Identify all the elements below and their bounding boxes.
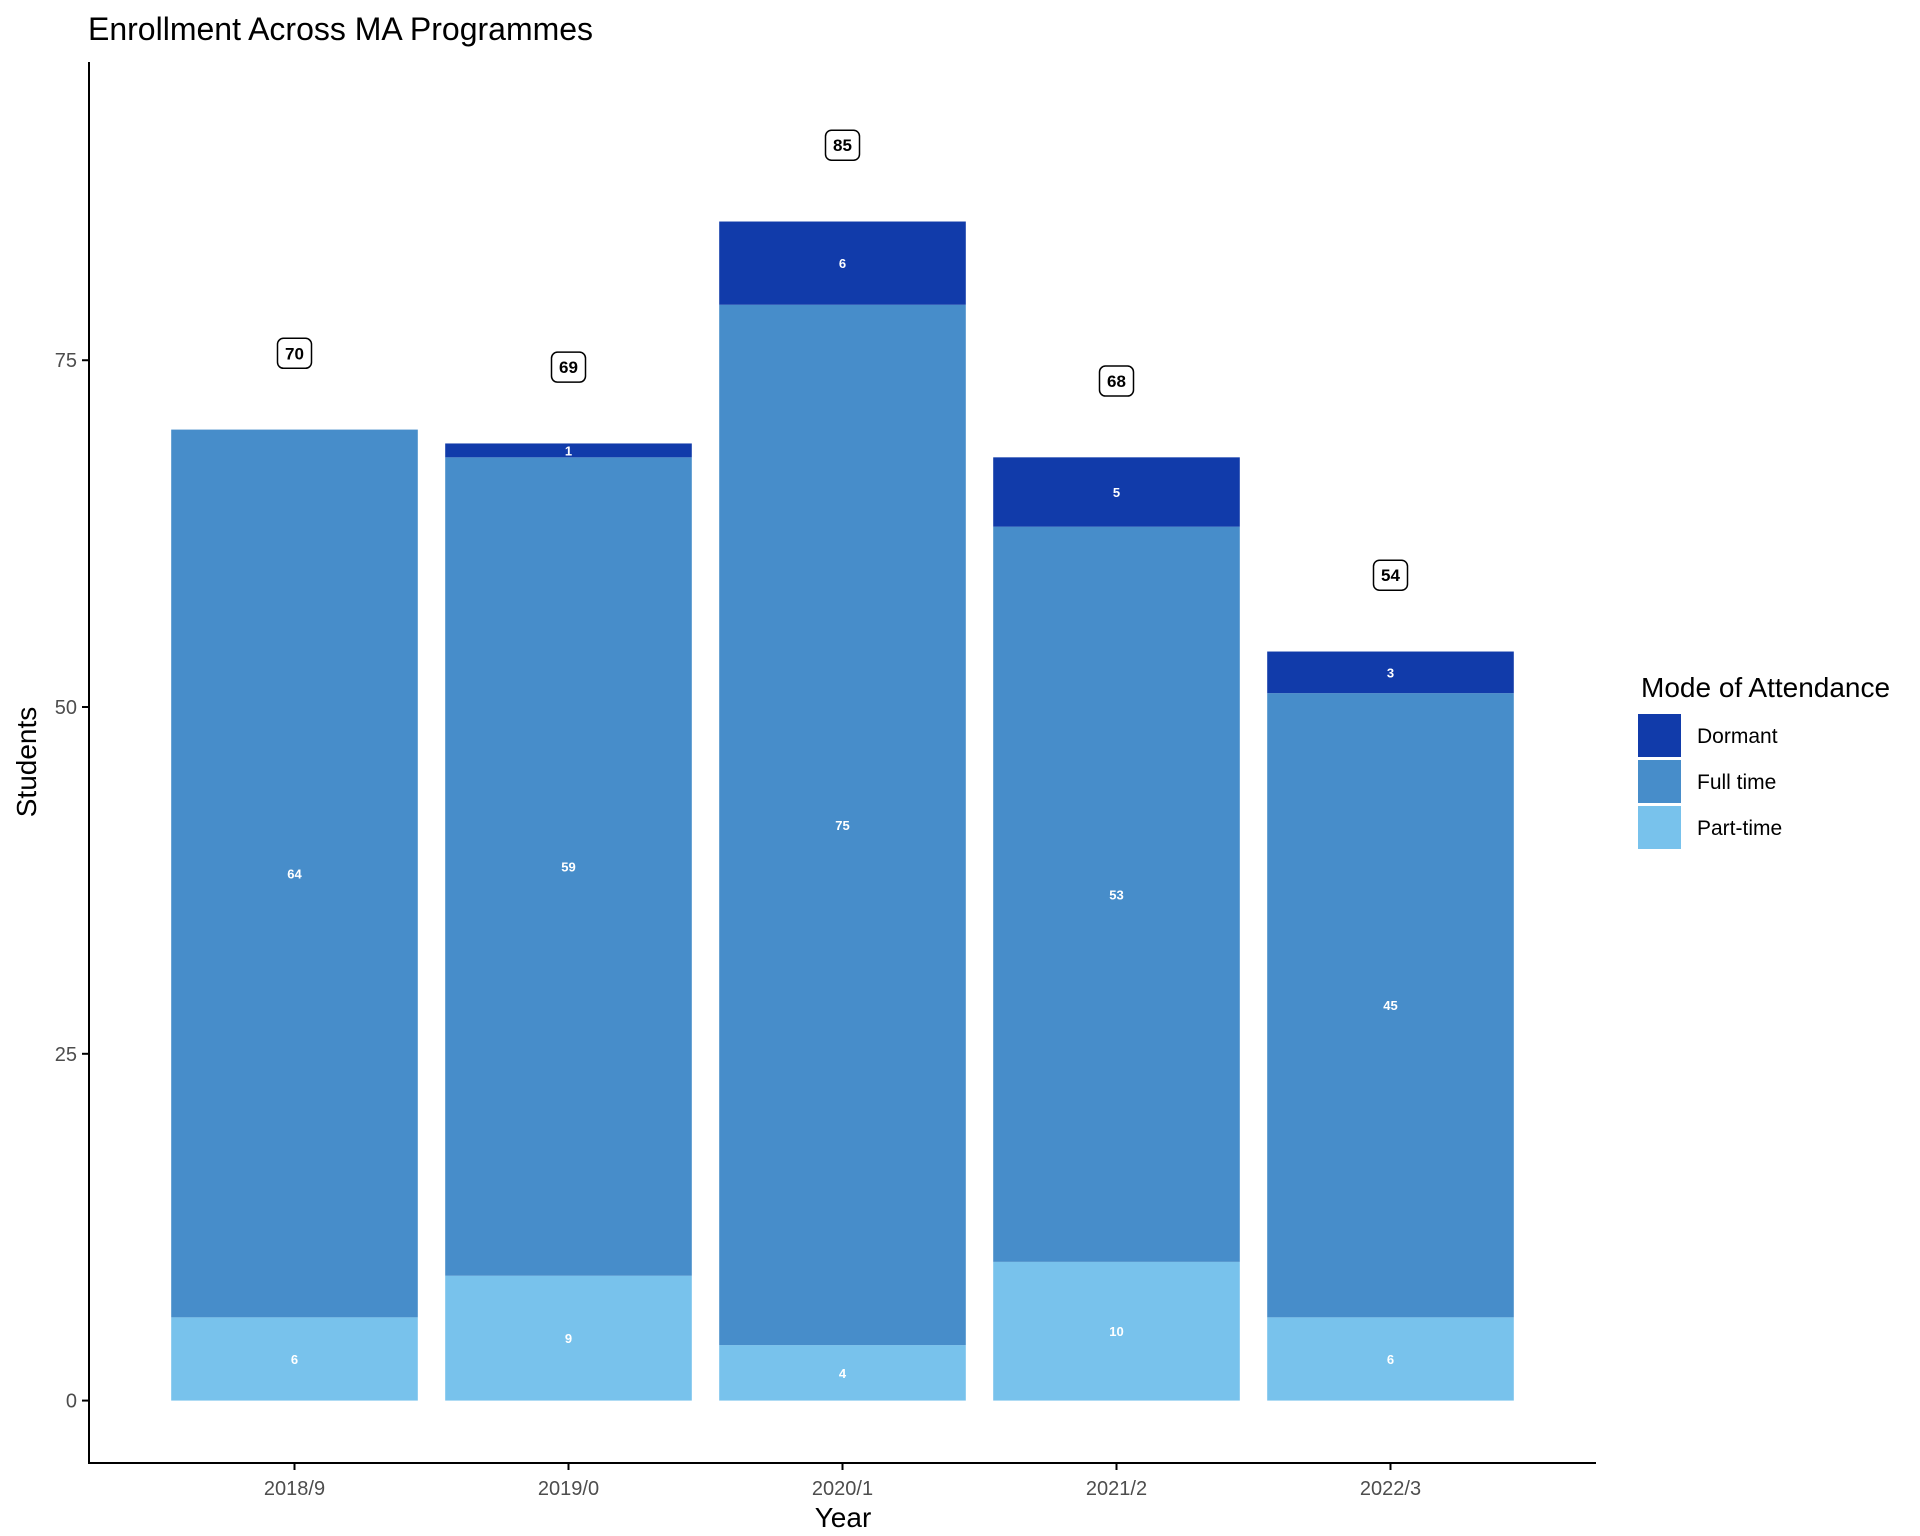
total-label: 85	[833, 136, 852, 155]
bar-segment	[993, 457, 1240, 527]
total-label-box	[1098, 365, 1135, 397]
bar-segment	[1267, 693, 1514, 1318]
segment-value-label: 6	[291, 1352, 298, 1367]
bar-segment	[445, 457, 692, 1276]
y-axis-title: Students	[11, 707, 42, 818]
segment-value-label: 6	[1387, 1352, 1394, 1367]
segment-value-label: 4	[839, 1366, 847, 1381]
chart-title: Enrollment Across MA Programmes	[88, 11, 593, 47]
bar-segment	[171, 1317, 418, 1401]
segment-value-label: 1	[565, 443, 572, 458]
x-tick-label: 2019/0	[538, 1478, 599, 1500]
legend-label: Full time	[1697, 771, 1776, 794]
bar-segment	[1267, 651, 1514, 694]
bar-segment	[445, 443, 692, 458]
legend-swatch	[1638, 760, 1681, 803]
segment-value-label: 53	[1109, 887, 1123, 902]
legend-swatch	[1638, 806, 1681, 849]
x-axis-ticks: 2018/9 2019/0 2020/1 2021/2 2022/3	[264, 1463, 1421, 1500]
legend-swatch	[1638, 714, 1681, 757]
segment-value-label: 9	[565, 1331, 572, 1346]
segment-value-label: 45	[1383, 998, 1397, 1013]
bar-segment	[719, 304, 966, 1346]
bar-segment	[171, 429, 418, 1318]
legend: Mode of Attendance Dormant Full time Part-…	[1638, 672, 1890, 849]
segment-value-label: 75	[835, 818, 849, 833]
total-label: 54	[1381, 566, 1400, 585]
x-tick-label: 2021/2	[1086, 1478, 1147, 1500]
bar-segment	[719, 1345, 966, 1401]
total-label: 68	[1107, 372, 1126, 391]
segment-value-label: 10	[1109, 1324, 1123, 1339]
bar-segment	[445, 1275, 692, 1401]
plot-area: 6 64 70 9 59 1 69 4 75 6 85 10 53 5 68 6 45 3 54	[171, 129, 1514, 1401]
segment-value-label: 59	[561, 860, 575, 875]
bar-segment	[993, 1261, 1240, 1401]
y-tick-label: 25	[55, 1044, 77, 1066]
total-label: 69	[559, 358, 578, 377]
bar-segment	[719, 221, 966, 305]
segment-value-label: 6	[839, 256, 846, 271]
total-label-box	[1372, 559, 1409, 591]
y-tick-label: 75	[55, 350, 77, 372]
bar-segment	[1267, 1317, 1514, 1401]
legend-label: Dormant	[1697, 725, 1778, 748]
total-label: 70	[285, 344, 304, 363]
legend-title: Mode of Attendance	[1641, 672, 1890, 703]
bar-segment	[993, 526, 1240, 1262]
segment-value-label: 64	[287, 866, 302, 881]
total-label-box	[550, 351, 587, 383]
x-tick-label: 2018/9	[264, 1478, 325, 1500]
total-label-box	[824, 129, 861, 161]
segment-value-label: 5	[1113, 485, 1120, 500]
total-label-box	[276, 337, 313, 370]
x-tick-label: 2020/1	[812, 1478, 873, 1500]
segment-value-label: 3	[1387, 665, 1394, 680]
y-tick-label: 0	[66, 1391, 77, 1413]
legend-label: Part-time	[1697, 817, 1782, 840]
y-axis-ticks: 0 25 50 75	[55, 350, 89, 1413]
x-tick-label: 2022/3	[1360, 1478, 1421, 1500]
y-tick-label: 50	[55, 697, 77, 719]
x-axis-title: Year	[815, 1502, 872, 1533]
